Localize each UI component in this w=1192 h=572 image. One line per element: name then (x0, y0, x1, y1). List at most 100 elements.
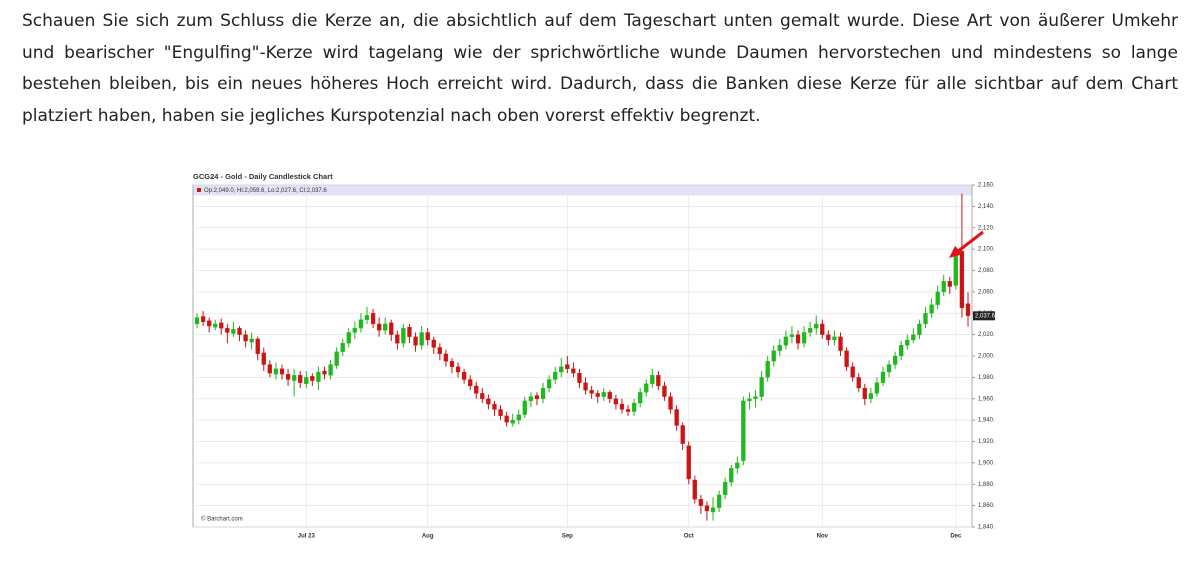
candle-body (486, 398, 491, 405)
candle-body (437, 347, 442, 355)
legend-swatch (197, 188, 201, 192)
candle-body (352, 328, 357, 333)
candle-body (279, 368, 285, 375)
candle-body (546, 379, 552, 389)
candle-body (814, 323, 819, 329)
candle-body (395, 334, 400, 344)
candle-body (474, 385, 479, 394)
y-tick-label: 1,840.0 (978, 525, 995, 531)
candle-body (559, 366, 564, 373)
candle-body (213, 323, 218, 328)
y-tick-label: 1,920.0 (978, 439, 995, 445)
candle-body (510, 419, 515, 424)
candle-body (613, 398, 619, 405)
candle-body (899, 345, 904, 357)
x-tick-label: Oct (684, 534, 694, 540)
candle-body (716, 494, 722, 508)
candle-body (801, 332, 807, 344)
last-price-box (973, 311, 995, 321)
candle-body (261, 352, 266, 365)
candle-body (886, 364, 892, 373)
candle-body (783, 336, 789, 346)
candle-body (953, 253, 959, 286)
candle-body (298, 375, 303, 383)
y-tick-label: 2,060.0 (978, 289, 995, 295)
candle-body (243, 334, 248, 342)
candle-body (413, 336, 418, 346)
candle-body (455, 366, 461, 373)
candle-body (959, 251, 965, 309)
y-tick-label: 1,980.0 (978, 375, 995, 381)
candle-body (844, 350, 849, 367)
candle-body (771, 350, 776, 362)
candle-body (650, 375, 655, 384)
candle-body (656, 375, 661, 387)
candle-body (534, 395, 540, 399)
candle-body (917, 323, 922, 335)
candle-body (468, 379, 473, 387)
y-tick-label: 1,860.0 (978, 503, 995, 509)
source: © Barchart.com (201, 516, 243, 523)
x-tick-label: Dec (950, 534, 962, 540)
candle-body (765, 361, 770, 378)
x-tick-label: Nov (817, 534, 829, 540)
candle-body (571, 368, 576, 374)
y-tick-label: 2,120.0 (978, 225, 995, 231)
candle-body (668, 396, 673, 410)
candle-body (310, 376, 315, 381)
y-tick-label: 1,880.0 (978, 482, 995, 488)
y-tick-label: 2,140.0 (978, 204, 995, 210)
y-tick-label: 1,940.0 (978, 418, 995, 424)
candle-body (516, 414, 521, 421)
candle-body (595, 393, 600, 397)
candle-body (868, 393, 874, 399)
x-tick-label: Sep (562, 534, 573, 540)
candle-body (255, 338, 260, 355)
candle-body (692, 479, 697, 500)
candle-body (328, 364, 333, 376)
candle-body (607, 392, 612, 399)
candle-body (929, 304, 934, 314)
last-price-label: 2,037.6 (975, 313, 995, 319)
candle-body (401, 328, 406, 344)
candle-body (619, 403, 625, 410)
candle-body (370, 313, 376, 325)
y-tick-label: 2,160.0 (978, 183, 995, 189)
candle-body (826, 334, 831, 341)
candle-body (923, 313, 928, 325)
candle-body (698, 499, 704, 506)
candle-body (504, 415, 509, 423)
candle-body (644, 383, 649, 393)
candle-body (874, 382, 880, 394)
candle-body (674, 409, 679, 426)
candle-body (820, 323, 825, 335)
candle-body (947, 281, 952, 287)
candle-body (194, 317, 200, 325)
candle-body (340, 343, 345, 352)
y-tick-label: 2,080.0 (978, 268, 995, 274)
candle-body (449, 361, 455, 367)
candle-body (425, 332, 430, 341)
y-tick-label: 2,000.0 (978, 354, 995, 360)
candle-body (795, 334, 801, 344)
x-tick-label: Jul 23 (298, 534, 316, 540)
candle-body (565, 364, 570, 369)
candle-body (334, 351, 339, 366)
candle-body (267, 364, 273, 374)
candle-body (461, 371, 467, 380)
candle-body (200, 316, 206, 322)
candle-body (376, 323, 382, 331)
candle-body (443, 353, 449, 362)
candle-body (231, 329, 236, 334)
candle-body (219, 322, 224, 329)
candle-body (273, 368, 279, 375)
candle-body (480, 393, 485, 399)
candle-body (540, 387, 546, 399)
candle-body (407, 326, 412, 337)
candle-body (358, 319, 364, 329)
chart: Op:2,049.0, Hi:2,059.6, Lo:2,027.6, Cl:2… (192, 172, 995, 540)
candle-body (631, 402, 637, 412)
candle-body (249, 338, 254, 343)
y-tick-label: 2,020.0 (978, 332, 995, 338)
candle-body (680, 425, 685, 444)
